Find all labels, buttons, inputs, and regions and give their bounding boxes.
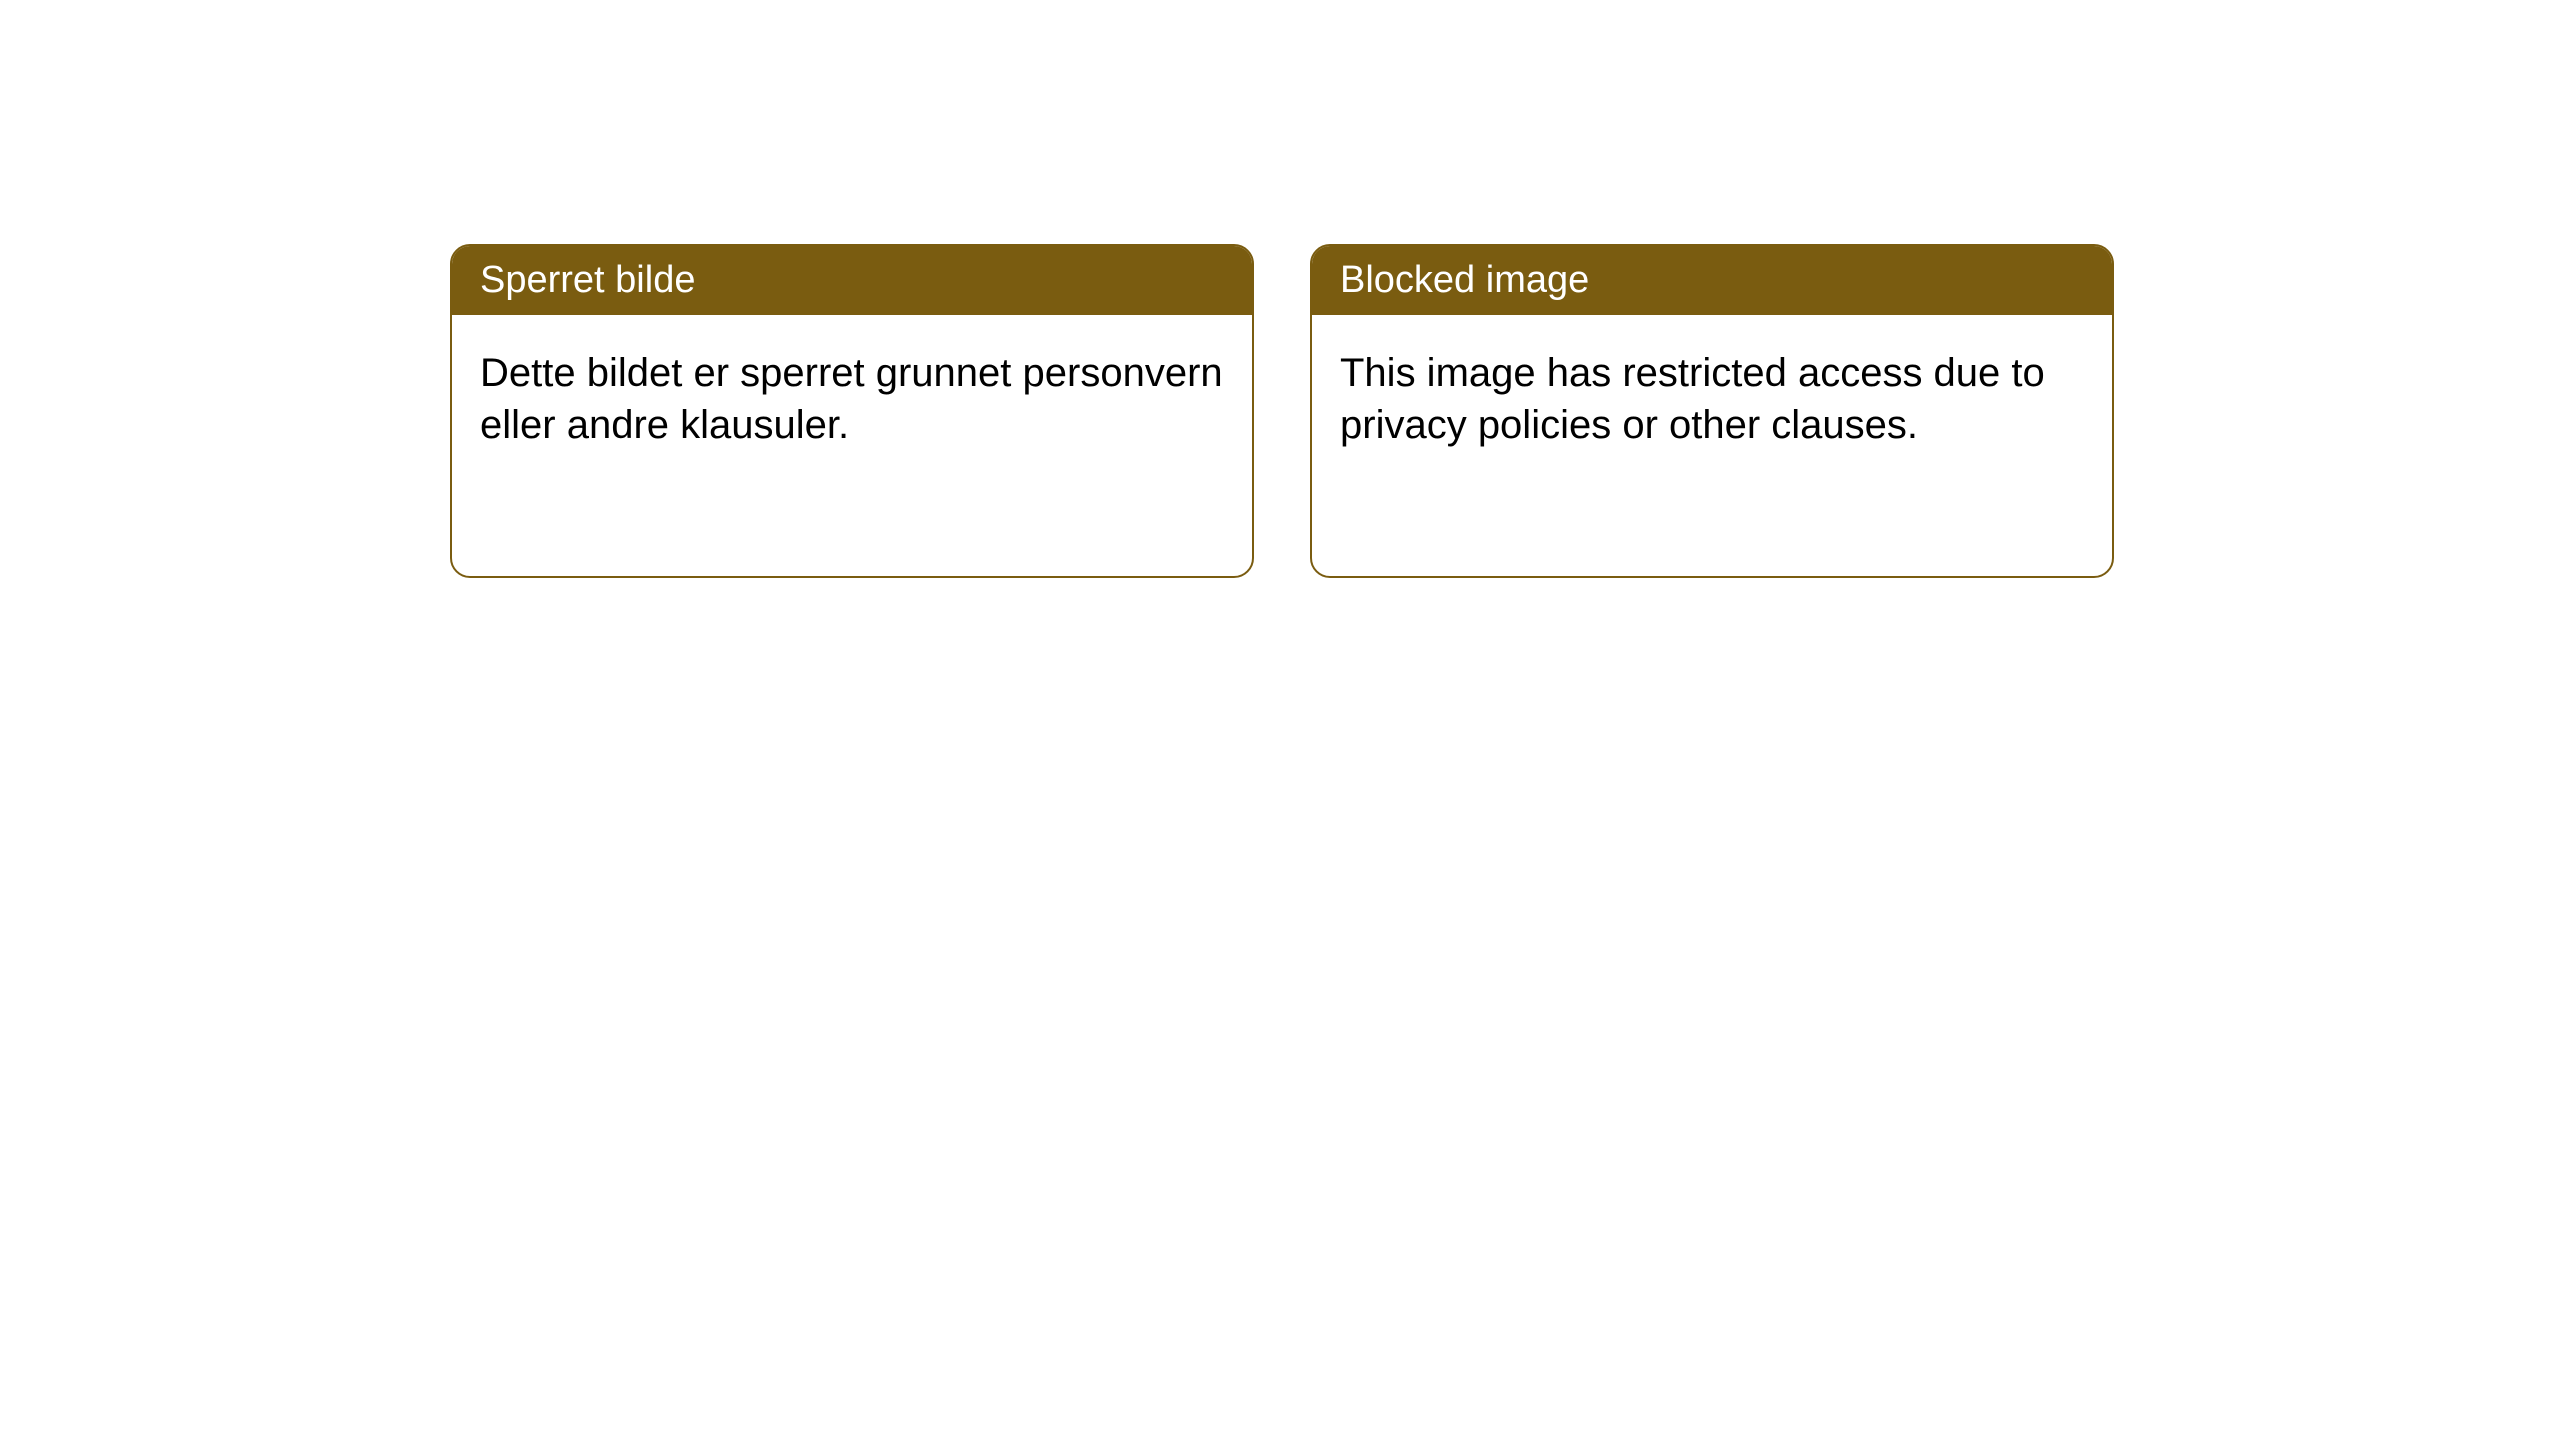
notice-card-body-text: This image has restricted access due to … bbox=[1340, 351, 2045, 447]
notice-card-body: This image has restricted access due to … bbox=[1312, 315, 2112, 483]
notice-cards-container: Sperret bilde Dette bildet er sperret gr… bbox=[450, 244, 2114, 578]
notice-card-norwegian: Sperret bilde Dette bildet er sperret gr… bbox=[450, 244, 1254, 578]
notice-card-header: Blocked image bbox=[1312, 246, 2112, 315]
notice-card-english: Blocked image This image has restricted … bbox=[1310, 244, 2114, 578]
notice-card-title: Blocked image bbox=[1340, 259, 1589, 301]
notice-card-body: Dette bildet er sperret grunnet personve… bbox=[452, 315, 1252, 483]
notice-card-body-text: Dette bildet er sperret grunnet personve… bbox=[480, 351, 1223, 447]
notice-card-title: Sperret bilde bbox=[480, 259, 695, 301]
notice-card-header: Sperret bilde bbox=[452, 246, 1252, 315]
